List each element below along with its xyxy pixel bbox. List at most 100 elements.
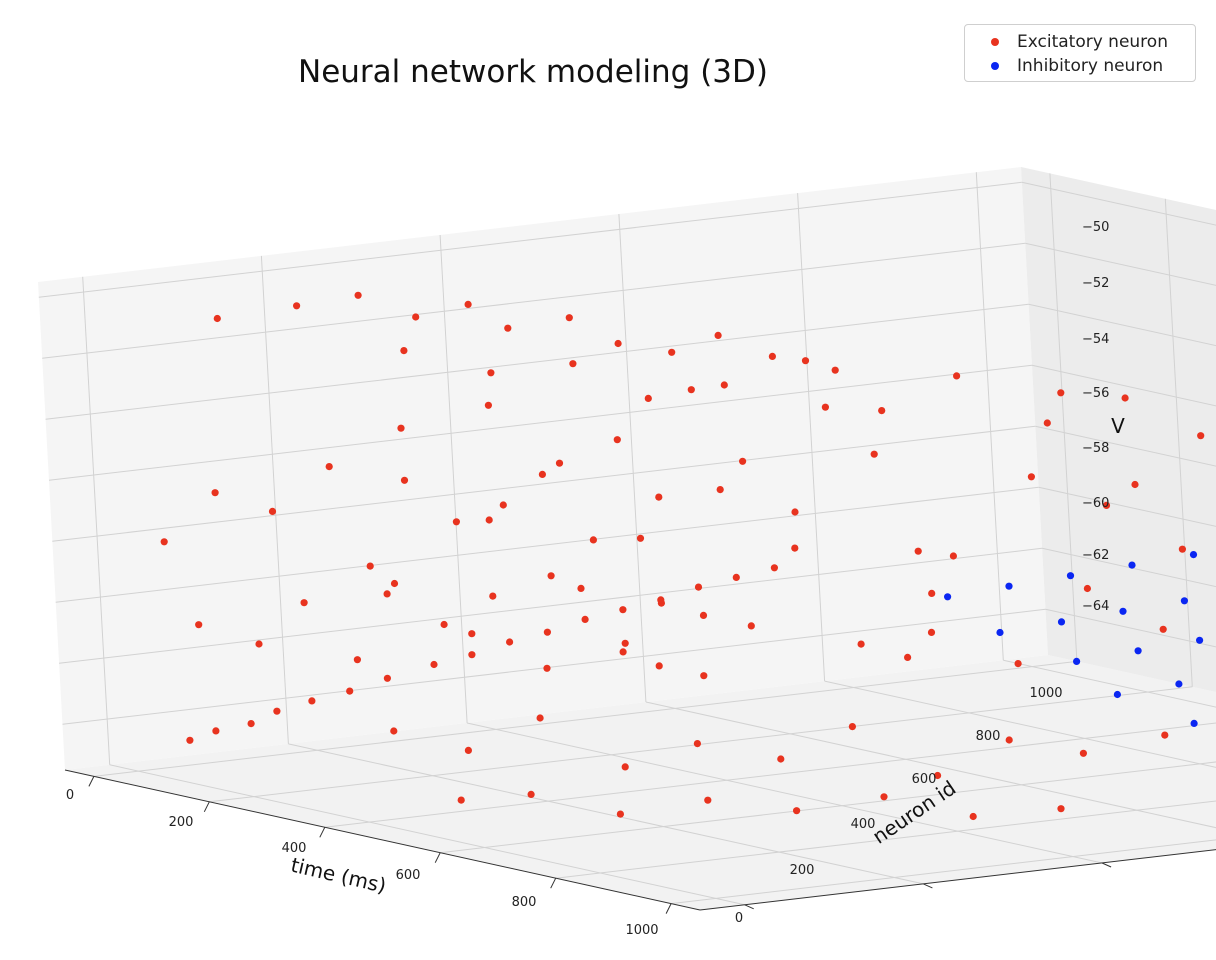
point-s0-3 (273, 707, 281, 715)
point-s0-78 (1102, 501, 1111, 509)
y-grid-wall-5 (975, 172, 1004, 661)
z-grid-left-0 (62, 608, 1046, 725)
point-s0-121 (927, 628, 936, 637)
point-s0-48 (390, 579, 399, 588)
point-s0-1 (212, 727, 220, 735)
y-tick-label-4: 800 (976, 729, 1001, 744)
point-s0-93 (390, 727, 398, 735)
y-grid-wall-3 (618, 213, 647, 703)
z-tick-label-2: −60 (1082, 496, 1109, 511)
x-grid-floor-0 (93, 660, 1077, 777)
point-s0-31 (325, 463, 333, 471)
point-s0-83 (547, 572, 555, 580)
point-s0-102 (1079, 749, 1087, 757)
point-s0-18 (354, 291, 362, 299)
point-s0-51 (543, 664, 551, 672)
x-tick-0 (88, 776, 95, 787)
y-grid-wall-4 (797, 193, 826, 682)
x-tick-label-1: 200 (169, 815, 194, 830)
point-s1-6 (1057, 618, 1066, 626)
y-grid-wall-1 (260, 255, 289, 744)
z-tick-label-7: −50 (1082, 220, 1109, 235)
point-s0-56 (747, 622, 755, 630)
point-s0-2 (247, 720, 255, 728)
x-axis-label: time (ms) (289, 853, 389, 898)
z-grid-left-3 (52, 425, 1036, 542)
x-grid-floor-5 (671, 839, 1216, 905)
z-grid-left-1 (59, 547, 1043, 664)
y-grid-floor-5 (1003, 659, 1216, 708)
x-tick-2 (319, 827, 326, 838)
point-s0-87 (857, 640, 865, 648)
floor-pane (65, 655, 1216, 910)
y-tick-label-1: 200 (790, 863, 815, 878)
point-s0-6 (383, 674, 391, 682)
left-wall-pane (38, 167, 1048, 770)
point-s0-15 (732, 573, 740, 582)
z-grid-back-7 (1021, 181, 1216, 226)
y-tick-label-0: 0 (735, 911, 743, 926)
point-s0-75 (870, 450, 878, 458)
point-s0-59 (569, 360, 577, 368)
point-s1-3 (1128, 561, 1136, 569)
x-axis-line (64, 769, 701, 911)
x-tick-4 (550, 877, 557, 889)
point-s0-108 (704, 796, 712, 804)
point-s1-4 (1189, 551, 1198, 559)
z-tick-label-6: −52 (1082, 276, 1109, 291)
point-s0-112 (1057, 805, 1065, 813)
point-s0-44 (195, 621, 203, 629)
point-s0-5 (346, 687, 354, 695)
point-s0-41 (739, 457, 747, 465)
point-s0-66 (1121, 394, 1129, 402)
point-s0-67 (1197, 432, 1205, 440)
point-s1-2 (1066, 572, 1075, 580)
y-grid-floor-2 (466, 722, 1103, 864)
y-grid-wall-2 (439, 234, 468, 724)
z-grid-back-5 (1028, 303, 1216, 347)
point-s0-30 (268, 507, 277, 515)
z-tick-label-0: −64 (1082, 599, 1109, 614)
z-tick-label-4: −56 (1082, 386, 1109, 401)
y-tick-2 (1101, 862, 1112, 868)
point-s0-76 (949, 552, 958, 560)
z-grid-back-0 (1045, 608, 1216, 648)
y-grid-floor-1 (288, 743, 924, 885)
x-tick-label-3: 600 (396, 868, 421, 883)
point-s0-21 (504, 324, 512, 332)
x-grid-wall-0 (1049, 173, 1078, 662)
point-s0-0 (186, 736, 194, 744)
z-grid-left-6 (42, 242, 1026, 359)
point-s0-113 (499, 501, 507, 509)
z-grid-left-2 (55, 486, 1039, 603)
point-s0-79 (1178, 545, 1186, 553)
point-s0-9 (506, 638, 514, 646)
point-s0-43 (821, 403, 830, 411)
point-s0-85 (699, 611, 708, 620)
z-grid-back-6 (1025, 242, 1216, 286)
point-s0-103 (1161, 731, 1169, 739)
point-s0-40 (687, 386, 695, 394)
point-s0-27 (831, 366, 839, 374)
point-s0-12 (619, 606, 627, 614)
point-s0-36 (538, 470, 547, 478)
z-grid-back-1 (1041, 547, 1216, 588)
point-s0-63 (878, 407, 886, 415)
x-tick-label-5: 1000 (625, 923, 658, 938)
point-s0-97 (693, 740, 702, 748)
grid-lines (38, 172, 1216, 906)
y-tick-1 (923, 883, 933, 889)
point-s0-71 (555, 459, 564, 467)
point-s1-8 (1180, 597, 1188, 605)
y-tick-label-2: 400 (851, 817, 876, 832)
z-axis-label: V (1111, 414, 1125, 438)
y-axis-line (699, 849, 1216, 911)
point-s0-38 (613, 436, 621, 444)
point-s0-69 (400, 476, 409, 484)
legend-item-inhibitory: Inhibitory neuron (975, 54, 1185, 78)
x-tick-5 (665, 903, 672, 914)
point-s1-18 (1190, 719, 1198, 728)
z-tick-label-3: −58 (1082, 441, 1109, 456)
point-s0-86 (770, 564, 779, 572)
point-s0-34 (452, 518, 460, 526)
